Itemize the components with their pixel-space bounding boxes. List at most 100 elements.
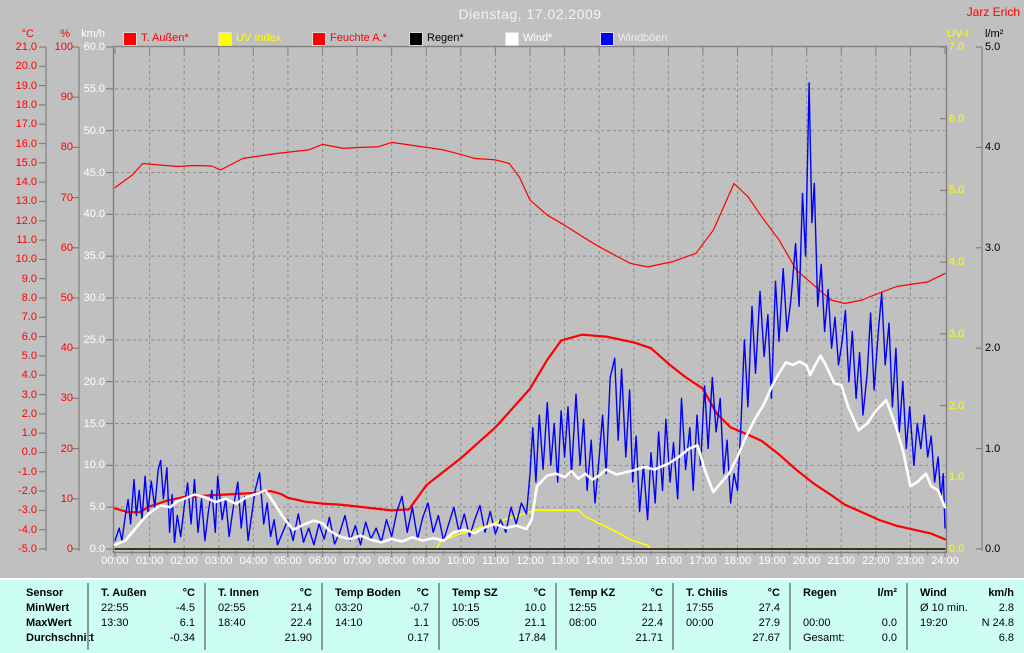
axis-tick-label-kmh: 0.0 [89,543,105,555]
table-min-value: 2.8 [998,602,1014,614]
axis-tick-label-C: 19.0 [15,79,37,92]
table-max-time: 00:00 [803,617,831,629]
table-max-time: 05:05 [452,617,480,629]
x-axis-label: 07:00 [343,555,371,567]
axis-tick-label-C: -4.0 [18,523,37,536]
axis-tick-label-pct: 30 [60,392,73,405]
x-axis-label: 21:00 [827,555,856,567]
table-col-header: T. Außen [101,587,147,599]
legend-swatch-icon [505,32,519,46]
table-min-time: 10:15 [452,602,480,614]
table-col-unit: °C [650,587,663,599]
axis-tick-label-uv: 4.0 [949,256,965,269]
x-axis-label: 06:00 [308,555,337,567]
axis-tick-label-C: 3.0 [21,388,37,401]
table-column-divider [906,583,908,650]
axis-tick-label-kmh: 40.0 [83,208,105,221]
axis-tick-label-C: -1.0 [18,465,37,478]
table-max-time: 18:40 [218,617,246,629]
table-max-value: 22.4 [290,617,312,629]
x-axis-label: 01:00 [135,555,164,567]
table-min-time: 12:55 [569,602,597,614]
table-max-time: 08:00 [569,617,597,629]
axis-tick-label-C: 4.0 [21,369,37,382]
axis-tick-label-pct: 50 [60,292,73,304]
legend-swatch-icon [218,32,232,46]
axis-tick-label-uv: 0.0 [949,543,965,555]
axis-tick-label-kmh: 50.0 [83,124,105,137]
axis-tick-label-uv: 1.0 [949,471,965,484]
x-axis-label: 02:00 [170,555,198,567]
table-max-time: 14:10 [335,617,363,629]
axis-tick-label-C: 8.0 [21,292,37,304]
table-min-time: 03:20 [335,602,363,614]
axis-tick-label-C: 1.0 [21,427,37,440]
axis-tick-label-uv: 6.0 [949,112,965,125]
legend-swatch-icon [600,32,614,46]
axis-tick-label-kmh: 5.0 [89,501,105,514]
axis-tick-label-kmh: 10.0 [83,459,105,472]
legend-label: Regen* [427,32,464,44]
axis-tick-label-pct: 0 [66,543,73,555]
axis-tick-label-kmh: 55.0 [83,82,105,95]
table-col-unit: °C [299,587,312,599]
table-col-header: T. Chilis [686,587,728,599]
legend-label: Wind* [523,32,553,44]
table-avg-value: 27.67 [752,632,780,644]
axis-tick-label-C: 10.0 [15,253,37,266]
table-avg-label: Gesamt: [803,632,845,644]
axis-tick-label-lm2: 3.0 [985,241,1001,254]
x-axis-label: 19:00 [758,555,786,567]
table-column-divider [321,583,323,650]
x-axis-label: 08:00 [377,555,406,567]
axis-tick-label-C: -5.0 [18,543,37,555]
axis-tick-label-kmh: 20.0 [83,375,105,388]
axis-tick-label-pct: 40 [60,342,73,355]
axis-tick-label-kmh: 60.0 [83,41,105,53]
axis-tick-label-pct: 100 [54,41,73,53]
table-min-time: 17:55 [686,602,714,614]
table-col-header: Regen [803,587,837,599]
table-col-header: Temp KZ [569,587,616,599]
table-avg-value: 21.90 [284,632,312,644]
table-max-value: 6.1 [179,617,195,629]
axis-tick-label-C: 21.0 [15,41,37,53]
table-col-unit: l/m² [877,587,897,599]
table-max-value: N 24.8 [981,617,1014,629]
table-min-value: -0.7 [410,602,429,614]
axis-tick-label-C: 18.0 [15,98,37,111]
axis-tick-label-C: -3.0 [18,504,37,517]
axis-tick-label-pct: 90 [60,91,73,104]
series-line-wind [113,354,947,547]
table-min-value: 21.4 [290,602,312,614]
x-axis-label: 18:00 [723,555,752,567]
table-row-label: MinWert [26,602,70,614]
table-min-time: 22:55 [101,602,129,614]
axis-header-kmh: km/h [81,28,105,40]
table-max-value: 22.4 [641,617,663,629]
table-col-unit: °C [767,587,780,599]
axis-tick-label-C: 9.0 [21,272,37,285]
table-min-value: 10.0 [524,602,546,614]
table-max-value: 27.9 [758,617,780,629]
table-avg-value: 6.8 [998,632,1014,644]
table-min-time: 02:55 [218,602,246,614]
axis-tick-label-kmh: 25.0 [83,333,105,346]
axis-tick-label-C: 16.0 [15,137,37,150]
axis-tick-label-kmh: 45.0 [83,166,105,179]
x-axis-label: 11:00 [482,555,509,567]
x-axis-label: 04:00 [239,555,268,567]
table-avg-value: 21.71 [635,632,663,644]
page-title: Dienstag, 17.02.2009 [458,6,602,22]
axis-tick-label-C: 5.0 [21,349,37,362]
x-axis-label: 13:00 [550,555,579,567]
axis-tick-label-C: 12.0 [15,214,37,227]
x-axis-label: 14:00 [585,555,613,567]
table-row-label: Sensor [26,587,64,599]
table-max-time: 19:20 [920,617,948,629]
legend-swatch-icon [409,32,423,46]
axis-tick-label-C: 6.0 [21,330,37,343]
x-axis-label: 10:00 [447,555,475,567]
x-axis-label: 05:00 [274,555,302,567]
legend-label: Windböen [618,32,668,44]
